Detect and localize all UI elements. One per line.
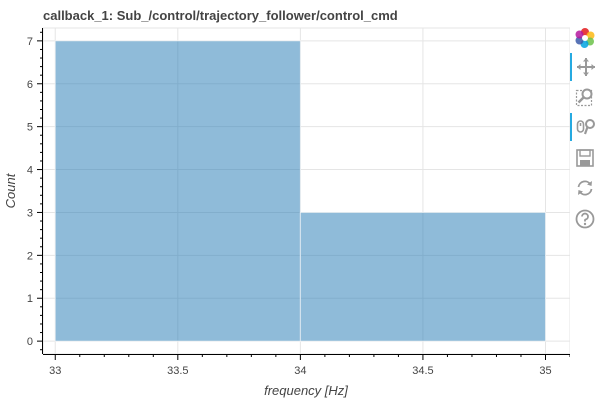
x-tick-label-3: 34.5 [412, 365, 433, 377]
x-tick-label-1: 33.5 [167, 365, 188, 377]
bokeh-logo [570, 24, 600, 52]
help-tool[interactable] [570, 205, 600, 233]
y-tick-label-4: 4 [27, 165, 33, 177]
y-tick-label-1: 1 [27, 293, 33, 305]
save-tool[interactable] [570, 144, 600, 172]
y-tick-label-3: 3 [27, 207, 33, 219]
save-icon [576, 149, 594, 167]
chart-title: callback_1: Sub_/control/trajectory_foll… [43, 8, 398, 23]
y-tick-label-6: 6 [27, 79, 33, 91]
wheel-zoom-icon [576, 119, 595, 135]
y-tick-label-2: 2 [27, 250, 33, 262]
x-tick-label-2: 34 [294, 365, 306, 377]
x-tick-label-0: 33 [49, 365, 61, 377]
help-icon [575, 209, 595, 229]
box-zoom-tool[interactable] [570, 83, 600, 111]
wheel-zoom-tool[interactable] [570, 113, 600, 141]
toolbar [570, 24, 600, 234]
x-axis-label: frequency [Hz] [264, 383, 348, 398]
histogram-bar-0 [54, 40, 301, 342]
x-tick-label-4: 35 [539, 365, 551, 377]
y-axis-label: Count [3, 172, 18, 208]
y-tick-label-5: 5 [27, 122, 33, 134]
bokeh-logo-icon [575, 28, 595, 48]
reset-icon [577, 180, 593, 196]
pan-icon [577, 58, 595, 76]
histogram-bar-1 [299, 211, 546, 342]
bars [54, 40, 546, 342]
box-zoom-icon [575, 88, 593, 107]
y-tick-label-0: 0 [27, 336, 33, 348]
pan-tool[interactable] [570, 53, 600, 81]
reset-tool[interactable] [570, 174, 600, 202]
y-tick-label-7: 7 [27, 36, 33, 48]
